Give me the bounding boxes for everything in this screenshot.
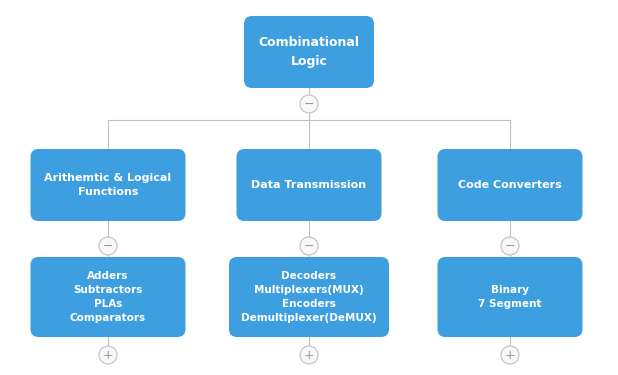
- Text: +: +: [303, 349, 315, 362]
- Circle shape: [99, 346, 117, 364]
- FancyBboxPatch shape: [30, 257, 185, 337]
- Circle shape: [300, 237, 318, 255]
- FancyBboxPatch shape: [30, 149, 185, 221]
- Text: Data Transmission: Data Transmission: [252, 180, 366, 190]
- FancyBboxPatch shape: [237, 149, 381, 221]
- FancyBboxPatch shape: [438, 149, 583, 221]
- Circle shape: [501, 237, 519, 255]
- Text: Binary
7 Segment: Binary 7 Segment: [478, 285, 542, 309]
- Circle shape: [300, 346, 318, 364]
- Text: −: −: [103, 240, 113, 253]
- Circle shape: [99, 237, 117, 255]
- Text: +: +: [505, 349, 515, 362]
- Text: Adders
Subtractors
PLAs
Comparators: Adders Subtractors PLAs Comparators: [70, 271, 146, 323]
- Text: Decoders
Multiplexers(MUX)
Encoders
Demultiplexer(DeMUX): Decoders Multiplexers(MUX) Encoders Demu…: [241, 271, 377, 323]
- FancyBboxPatch shape: [229, 257, 389, 337]
- FancyBboxPatch shape: [438, 257, 583, 337]
- Circle shape: [501, 346, 519, 364]
- Circle shape: [300, 95, 318, 113]
- Text: +: +: [103, 349, 113, 362]
- Text: −: −: [304, 98, 314, 111]
- FancyBboxPatch shape: [244, 16, 374, 88]
- Text: −: −: [505, 240, 515, 253]
- Text: Arithemtic & Logical
Functions: Arithemtic & Logical Functions: [44, 173, 172, 197]
- Text: Code Converters: Code Converters: [458, 180, 562, 190]
- Text: Combinational
Logic: Combinational Logic: [258, 36, 360, 68]
- Text: −: −: [304, 240, 314, 253]
